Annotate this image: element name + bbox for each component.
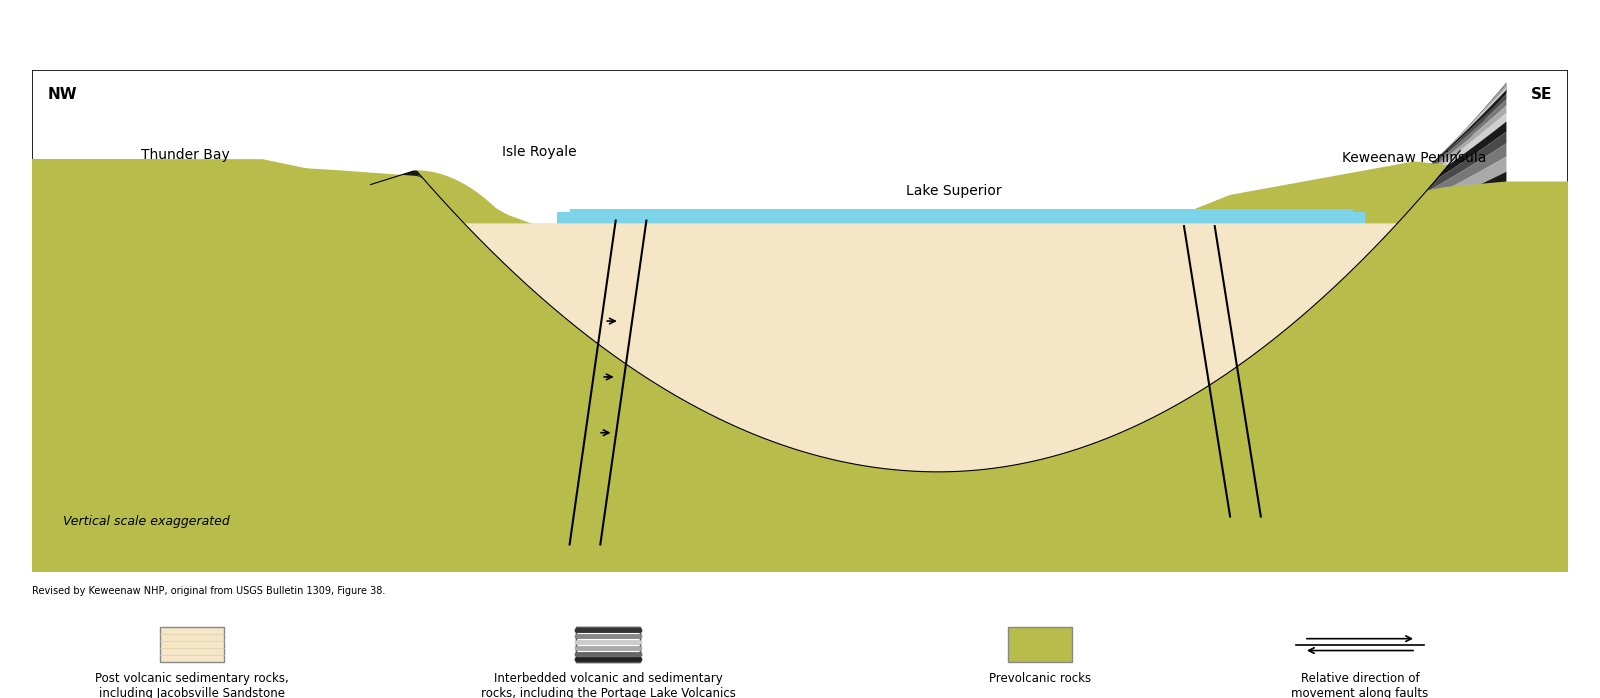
Polygon shape xyxy=(557,212,1365,226)
Polygon shape xyxy=(339,90,1507,388)
Polygon shape xyxy=(1322,181,1568,572)
Polygon shape xyxy=(339,83,1507,447)
Polygon shape xyxy=(467,223,1395,472)
Polygon shape xyxy=(570,209,1354,223)
Text: SE: SE xyxy=(1531,87,1552,101)
Text: Revised by Keweenaw NHP, original from USGS Bulletin 1309, Figure 38.: Revised by Keweenaw NHP, original from U… xyxy=(32,586,386,596)
Text: Relative direction of
movement along faults: Relative direction of movement along fau… xyxy=(1291,672,1429,698)
Polygon shape xyxy=(339,132,1507,338)
Polygon shape xyxy=(339,94,1507,380)
Text: Keweenaw Peninsula: Keweenaw Peninsula xyxy=(1342,151,1486,165)
Text: NW: NW xyxy=(48,87,77,101)
Polygon shape xyxy=(339,82,1507,438)
Polygon shape xyxy=(466,223,1395,472)
Polygon shape xyxy=(339,172,1507,313)
Polygon shape xyxy=(339,113,1507,355)
Polygon shape xyxy=(339,89,1507,472)
Text: Prevolcanic rocks: Prevolcanic rocks xyxy=(989,672,1091,685)
Text: Vertical scale exaggerated: Vertical scale exaggerated xyxy=(62,514,229,528)
Text: Lake Superior: Lake Superior xyxy=(906,184,1002,198)
Text: Interbedded volcanic and sedimentary
rocks, including the Portage Lake Volcanics: Interbedded volcanic and sedimentary roc… xyxy=(480,672,736,698)
Polygon shape xyxy=(339,156,1507,321)
Polygon shape xyxy=(32,159,1568,572)
Polygon shape xyxy=(339,86,1507,463)
Polygon shape xyxy=(339,143,1507,329)
Polygon shape xyxy=(339,121,1507,346)
Polygon shape xyxy=(339,82,1507,422)
Text: Isle Royale: Isle Royale xyxy=(501,145,576,159)
Polygon shape xyxy=(339,82,1507,430)
FancyBboxPatch shape xyxy=(160,627,224,662)
Text: Post volcanic sedimentary rocks,
including Jacobsville Sandstone: Post volcanic sedimentary rocks, includi… xyxy=(94,672,290,698)
Polygon shape xyxy=(984,161,1448,469)
Polygon shape xyxy=(339,83,1507,413)
Polygon shape xyxy=(339,99,1507,371)
Polygon shape xyxy=(32,159,570,572)
Text: Thunder Bay: Thunder Bay xyxy=(141,148,230,162)
Polygon shape xyxy=(32,170,578,328)
Polygon shape xyxy=(339,87,1507,396)
Polygon shape xyxy=(339,84,1507,455)
FancyBboxPatch shape xyxy=(576,627,640,662)
Polygon shape xyxy=(339,105,1507,363)
Polygon shape xyxy=(339,84,1507,405)
FancyBboxPatch shape xyxy=(1008,627,1072,662)
